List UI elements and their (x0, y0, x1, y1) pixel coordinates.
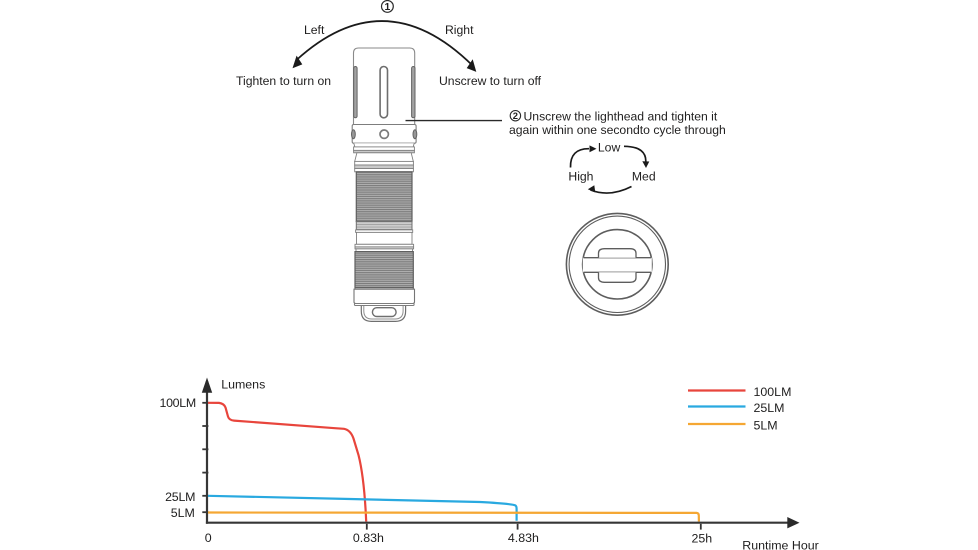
svg-text:Low: Low (598, 140, 621, 154)
svg-text:25LM: 25LM (754, 401, 785, 415)
svg-text:5LM: 5LM (171, 506, 195, 520)
svg-text:Runtime Hour: Runtime Hour (742, 539, 818, 550)
svg-text:1: 1 (385, 2, 391, 13)
svg-text:100LM: 100LM (754, 385, 792, 399)
svg-text:4.83h: 4.83h (508, 531, 539, 545)
svg-text:Tighten to turn on: Tighten to turn on (236, 74, 331, 88)
svg-text:0.83h: 0.83h (353, 531, 384, 545)
svg-text:Right: Right (445, 23, 474, 37)
svg-text:5LM: 5LM (754, 418, 778, 432)
svg-text:High: High (568, 169, 593, 183)
svg-text:Lumens: Lumens (221, 378, 265, 392)
svg-text:25h: 25h (692, 531, 713, 545)
svg-text:Med: Med (632, 169, 656, 183)
svg-text:25LM: 25LM (165, 490, 195, 504)
svg-text:0: 0 (205, 531, 212, 545)
svg-text:Unscrew to turn off: Unscrew to turn off (439, 74, 542, 88)
svg-text:again within one secondto cycl: again within one secondto cycle through (509, 123, 726, 137)
svg-text:100LM: 100LM (160, 396, 196, 410)
svg-text:Unscrew the lighthead and tigh: Unscrew the lighthead and tighten it (524, 109, 718, 123)
svg-text:Left: Left (304, 23, 325, 37)
svg-text:2: 2 (513, 110, 518, 121)
